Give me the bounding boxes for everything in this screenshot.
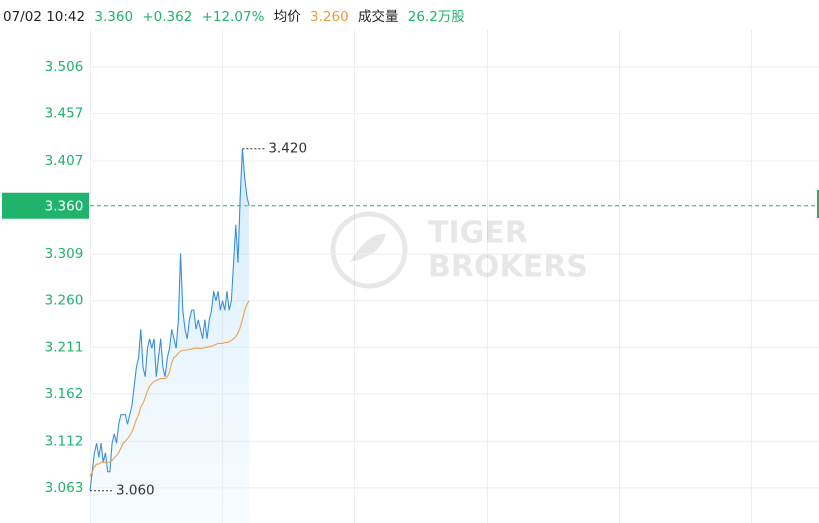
y-tick-label: 3.260 — [45, 293, 84, 309]
volume: 26.2万股 — [407, 9, 465, 25]
volume-label: 成交量 — [357, 9, 399, 25]
y-tick-label: 3.162 — [45, 386, 84, 402]
y-tick-label: 3.211 — [45, 339, 84, 355]
line — [89, 148, 250, 491]
y-tick-label: 3.407 — [45, 153, 84, 169]
avg-label: 均价 — [273, 9, 301, 25]
change: +0.362 — [142, 9, 193, 25]
line — [89, 300, 250, 477]
watermark: TIGER BROKERS — [330, 211, 588, 289]
y-tick-label: 3.360 — [45, 199, 84, 215]
y-tick-label: 3.063 — [45, 480, 84, 496]
y-tick-label: 3.309 — [45, 246, 84, 262]
watermark-text: TIGER — [428, 216, 528, 251]
price: 3.360 — [94, 9, 134, 25]
y-tick-label: 3.506 — [45, 59, 84, 75]
annotation-label: 3.060 — [116, 483, 155, 499]
time: 07/02 10:42 — [3, 9, 86, 25]
current-price-box — [2, 192, 89, 219]
area — [90, 148, 250, 523]
change-pct: +12.07% — [201, 9, 265, 25]
annotation-label: 3.420 — [268, 141, 307, 157]
y-tick-label: 3.112 — [45, 433, 84, 449]
y-tick-label: 3.457 — [45, 106, 84, 122]
avg: 3.260 — [310, 9, 349, 25]
header: 07/02 10:42 3.360 +0.362 +12.07% 均价 3.26… — [3, 5, 470, 25]
watermark-text: BROKERS — [428, 250, 588, 285]
